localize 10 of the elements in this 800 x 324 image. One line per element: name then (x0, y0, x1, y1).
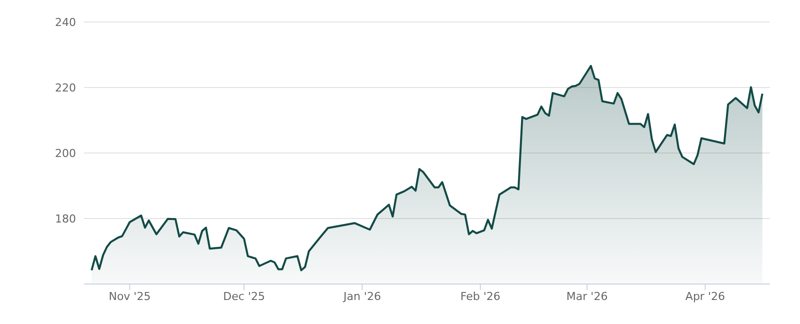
x-tick-label: Mar '26 (566, 290, 608, 303)
y-tick-label: 180 (55, 212, 76, 226)
y-tick-label: 200 (55, 146, 76, 160)
x-tick-label: Feb '26 (460, 290, 500, 303)
y-tick-label: 240 (55, 16, 76, 29)
y-tick-label: 220 (55, 81, 76, 94)
x-tick-label: Nov '25 (108, 290, 151, 303)
x-tick-label: Dec '25 (223, 290, 265, 303)
x-tick-label: Apr '26 (685, 290, 725, 303)
x-tick-label: Jan '26 (342, 290, 381, 303)
